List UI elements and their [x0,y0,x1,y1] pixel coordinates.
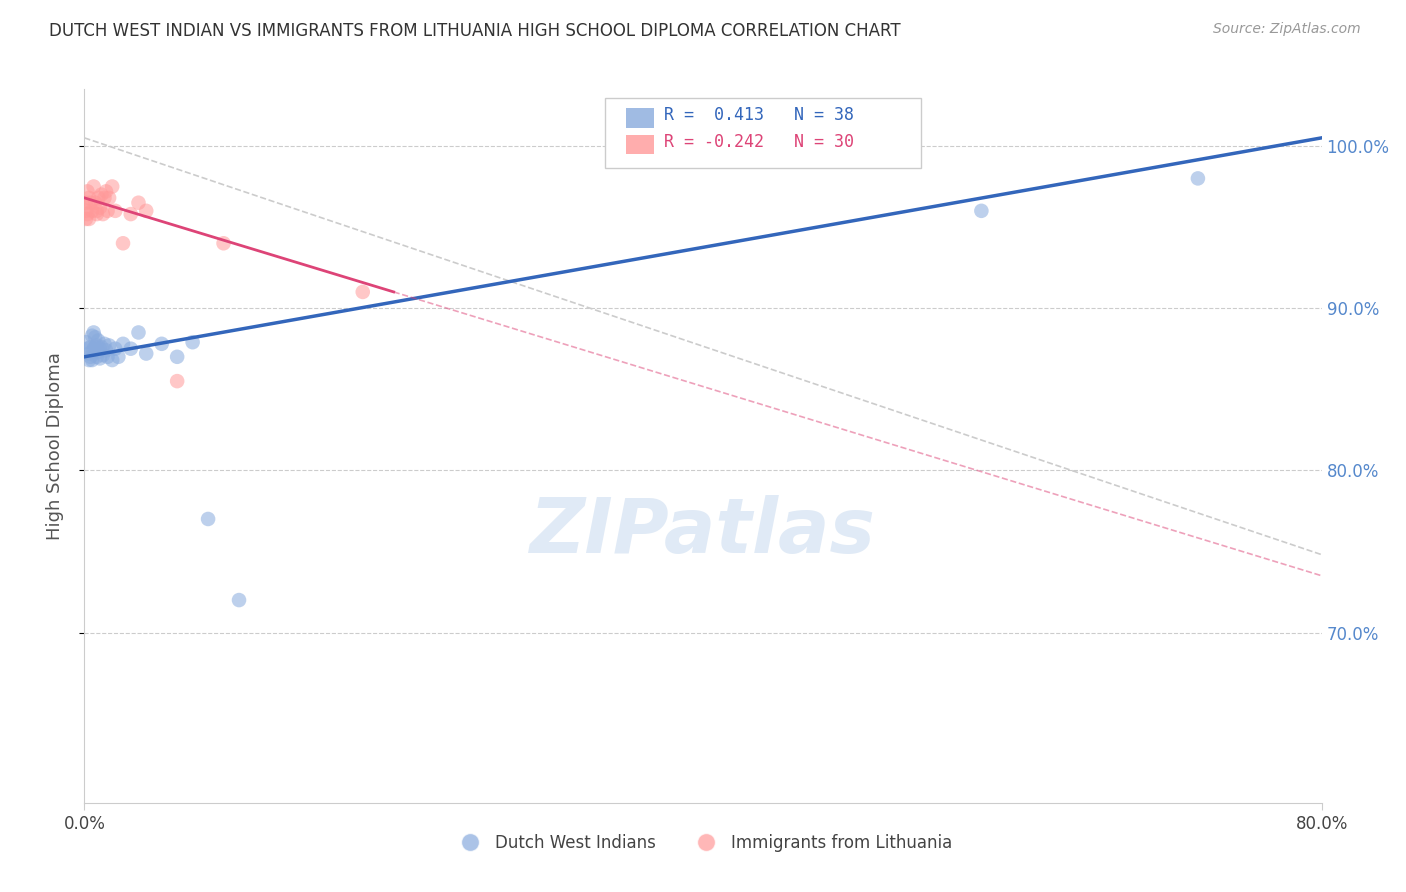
Point [120,207,142,221]
Point [86,338,108,352]
Point [77,211,100,226]
Point [112,336,135,351]
Point [79,340,101,354]
Point [127,195,149,210]
Point [93,191,115,205]
Point [89,342,111,356]
Point [101,179,124,194]
Point [104,342,127,356]
Text: ZIPatlas: ZIPatlas [530,495,876,568]
Point [82,328,104,343]
Point [84,195,107,210]
Point [76,185,98,199]
Point [135,346,157,360]
Point [228,593,250,607]
Point [76,207,98,221]
Point [212,236,235,251]
Point [135,203,157,218]
Y-axis label: High School Diploma: High School Diploma [45,352,63,540]
Point [970,203,993,218]
Point [197,512,219,526]
Point [87,345,110,359]
Point [77,191,100,205]
Point [93,336,115,351]
Text: R = -0.242   N = 30: R = -0.242 N = 30 [664,133,853,151]
Point [150,336,173,351]
Point [90,187,112,202]
Point [83,326,105,340]
Point [127,326,149,340]
Point [96,350,118,364]
Point [94,185,117,199]
Point [84,340,107,354]
Point [352,285,374,299]
Point [91,348,114,362]
Point [89,201,111,215]
Point [166,374,188,388]
Text: Source: ZipAtlas.com: Source: ZipAtlas.com [1213,22,1361,37]
Point [181,335,204,350]
Point [79,350,101,364]
Point [83,179,105,194]
Point [86,203,108,218]
Text: DUTCH WEST INDIAN VS IMMIGRANTS FROM LITHUANIA HIGH SCHOOL DIPLOMA CORRELATION C: DUTCH WEST INDIAN VS IMMIGRANTS FROM LIT… [49,22,901,40]
Point [75,195,97,210]
Point [94,343,117,358]
Point [86,207,108,221]
Legend: Dutch West Indians, Immigrants from Lithuania: Dutch West Indians, Immigrants from Lith… [447,828,959,859]
Point [90,340,112,354]
Point [86,350,108,364]
Point [89,351,111,366]
Point [77,346,100,360]
Point [77,353,100,368]
Point [83,342,105,356]
Point [112,236,135,251]
Point [98,191,121,205]
Text: R =  0.413   N = 38: R = 0.413 N = 38 [664,106,853,124]
Point [82,353,104,368]
Point [87,334,110,348]
Point [91,207,114,221]
Point [120,342,142,356]
Point [87,191,110,205]
Point [84,330,107,344]
Point [75,211,97,226]
Point [98,338,121,352]
Point [79,195,101,210]
Point [75,203,97,218]
Point [166,350,188,364]
Point [76,342,98,356]
Point [104,203,127,218]
Point [75,335,97,350]
Point [82,203,104,218]
Point [96,203,118,218]
Point [101,353,124,368]
Point [1187,171,1209,186]
Point [107,350,129,364]
